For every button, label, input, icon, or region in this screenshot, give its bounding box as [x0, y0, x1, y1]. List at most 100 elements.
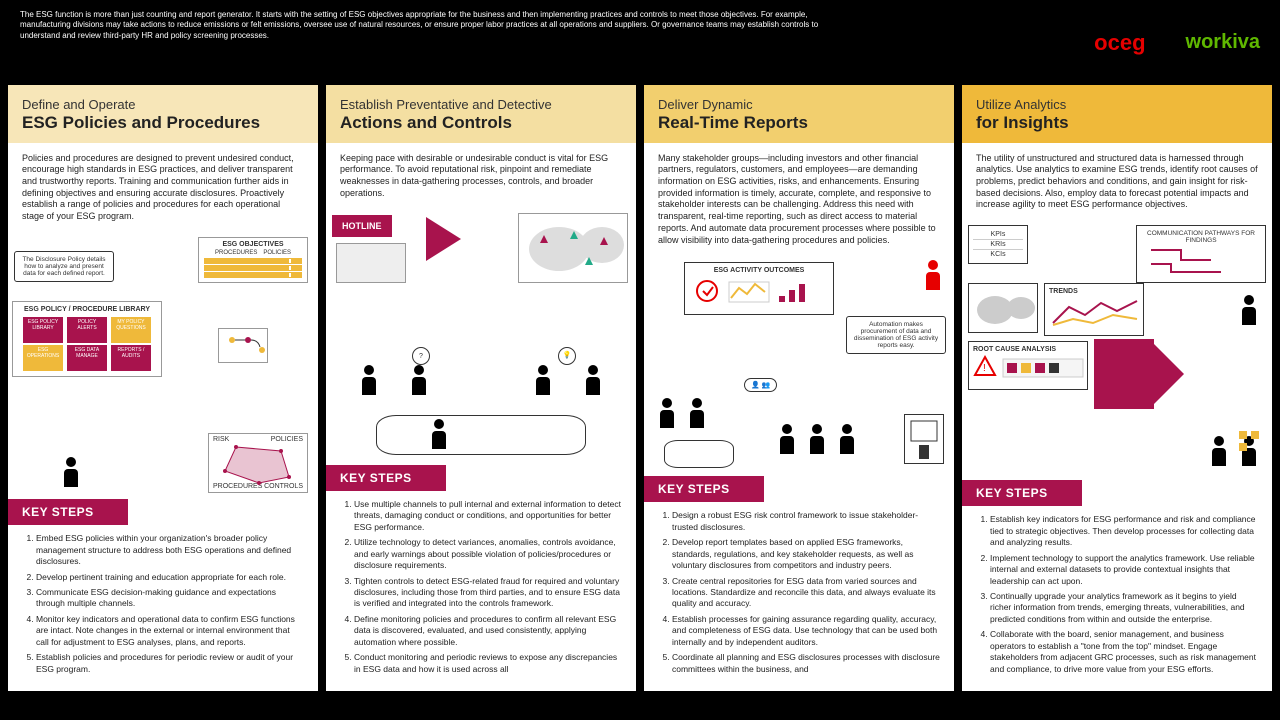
- tile: ESG DATA MANAGE: [67, 345, 107, 371]
- esg-objectives-box: ESG OBJECTIVES PROCEDURES POLICIES: [198, 237, 308, 283]
- col-title: Real-Time Reports: [658, 114, 940, 133]
- table-icon: [664, 440, 734, 468]
- logo-oceg: oceg: [1094, 30, 1145, 56]
- illustration-actions: HOTLINE ? 💡: [326, 209, 636, 464]
- big-arrow-icon: [1094, 339, 1154, 409]
- key-steps-label: KEY STEPS: [326, 465, 446, 491]
- person-icon: [1236, 295, 1262, 335]
- step: Define monitoring policies and procedure…: [354, 614, 622, 648]
- step: Conduct monitoring and periodic reviews …: [354, 652, 622, 675]
- outcomes-panel: ESG ACTIVITY OUTCOMES: [684, 262, 834, 315]
- col-reports: Deliver Dynamic Real-Time Reports Many s…: [644, 85, 954, 691]
- rootcause-panel: ROOT CAUSE ANALYSIS !: [968, 341, 1088, 390]
- steps-list: Establish key indicators for ESG perform…: [962, 506, 1272, 691]
- key-steps-label: KEY STEPS: [962, 480, 1082, 506]
- step: Embed ESG policies within your organizat…: [36, 533, 304, 567]
- col-body: The utility of unstructured and structur…: [962, 143, 1272, 221]
- arrow-icon: [426, 217, 461, 261]
- step: Utilize technology to detect variances, …: [354, 537, 622, 571]
- tile: ESG OPERATIONS: [23, 345, 63, 371]
- tile: REPORTS / AUDITS: [111, 345, 151, 371]
- tile: POLICY ALERTS: [67, 317, 107, 343]
- quad-box: RISK POLICIES PROCEDURES CONTROLS: [208, 433, 308, 493]
- step: Tighten controls to detect ESG-related f…: [354, 576, 622, 610]
- illustration-reports: ESG ACTIVITY OUTCOMES Automation makes p…: [644, 256, 954, 476]
- desk-panel: [336, 243, 406, 283]
- tile: ESG POLICY LIBRARY: [23, 317, 63, 343]
- step: Continually upgrade your analytics frame…: [990, 591, 1258, 625]
- comm-panel: COMMUNICATION PATHWAYS FOR FINDINGS: [1136, 225, 1266, 283]
- trends-panel: TRENDS: [1044, 283, 1144, 336]
- idea-bubble: 💡: [558, 347, 576, 365]
- trends-label: TRENDS: [1049, 288, 1139, 295]
- person-icon: [920, 260, 946, 300]
- procedures-label: PROCEDURES: [215, 250, 257, 256]
- step: Create central repositories for ESG data…: [672, 576, 940, 610]
- steps-list: Design a robust ESG risk control framewo…: [644, 502, 954, 691]
- kri-label: KRIs: [973, 240, 1023, 250]
- automation-callout: Automation makes procurement of data and…: [846, 316, 946, 354]
- step: Establish processes for gaining assuranc…: [672, 614, 940, 648]
- step: Develop pertinent training and education…: [36, 572, 304, 583]
- step: Establish policies and procedures for pe…: [36, 652, 304, 675]
- step: Communicate ESG decision-making guidance…: [36, 587, 304, 610]
- svg-text:!: !: [983, 363, 986, 374]
- outcomes-label: ESG ACTIVITY OUTCOMES: [689, 267, 829, 274]
- step: Use multiple channels to pull internal a…: [354, 499, 622, 533]
- illustration-analytics: KPIs KRIs KCIs COMMUNICATION PATHWAYS FO…: [962, 221, 1272, 480]
- key-steps-label: KEY STEPS: [644, 476, 764, 502]
- logos: oceg workiva: [1094, 10, 1260, 75]
- top-bar: The ESG function is more than just count…: [0, 0, 1280, 85]
- flow-box: [218, 328, 268, 363]
- kpi-label: KPIs: [973, 230, 1023, 240]
- person-icon: [1206, 436, 1232, 476]
- speech-icons: 👤 👥: [744, 378, 777, 392]
- steps-list: Embed ESG policies within your organizat…: [8, 525, 318, 691]
- step: Develop report templates based on applie…: [672, 537, 940, 571]
- comm-label: COMMUNICATION PATHWAYS FOR FINDINGS: [1141, 230, 1261, 244]
- root-label: ROOT CAUSE ANALYSIS: [973, 346, 1083, 353]
- step: Establish key indicators for ESG perform…: [990, 514, 1258, 548]
- step: Collaborate with the board, senior manag…: [990, 629, 1258, 675]
- steps-list: Use multiple channels to pull internal a…: [326, 491, 636, 692]
- columns: Define and Operate ESG Policies and Proc…: [0, 85, 1280, 691]
- world-panel: [968, 283, 1038, 333]
- step: Monitor key indicators and operational d…: [36, 614, 304, 648]
- map-panel: [518, 213, 628, 283]
- intro-text: The ESG function is more than just count…: [20, 10, 820, 75]
- question-bubble: ?: [412, 347, 430, 365]
- step: Design a robust ESG risk control framewo…: [672, 510, 940, 533]
- col-policies: Define and Operate ESG Policies and Proc…: [8, 85, 318, 691]
- col-header: Utilize Analytics for Insights: [962, 85, 1272, 143]
- col-analytics: Utilize Analytics for Insights The utili…: [962, 85, 1272, 691]
- screen-icon: [904, 414, 944, 464]
- library-label: ESG POLICY / PROCEDURE LIBRARY: [17, 306, 157, 313]
- policies-label: POLICIES: [263, 250, 291, 256]
- col-sub: Deliver Dynamic: [658, 97, 940, 112]
- col-body: Keeping pace with desirable or undesirab…: [326, 143, 636, 210]
- tile: MY POLICY QUESTIONS: [111, 317, 151, 343]
- illustration-policies: ESG OBJECTIVES PROCEDURES POLICIES The D…: [8, 233, 318, 499]
- col-header: Establish Preventative and Detective Act…: [326, 85, 636, 143]
- table-icon: [376, 415, 586, 455]
- col-sub: Establish Preventative and Detective: [340, 97, 622, 112]
- col-header: Deliver Dynamic Real-Time Reports: [644, 85, 954, 143]
- col-title: Actions and Controls: [340, 114, 622, 133]
- col-body: Policies and procedures are designed to …: [8, 143, 318, 233]
- col-title: for Insights: [976, 114, 1258, 133]
- step: Implement technology to support the anal…: [990, 553, 1258, 587]
- person-icon: [58, 457, 84, 497]
- kpi-panel: KPIs KRIs KCIs: [968, 225, 1028, 264]
- key-steps-label: KEY STEPS: [8, 499, 128, 525]
- col-sub: Utilize Analytics: [976, 97, 1258, 112]
- hotline-label: HOTLINE: [332, 215, 392, 237]
- col-actions: Establish Preventative and Detective Act…: [326, 85, 636, 691]
- col-header: Define and Operate ESG Policies and Proc…: [8, 85, 318, 143]
- step: Coordinate all planning and ESG disclosu…: [672, 652, 940, 675]
- meeting-group: ? 💡: [356, 365, 606, 455]
- library-box: ESG POLICY / PROCEDURE LIBRARY ESG POLIC…: [12, 301, 162, 377]
- objectives-label: ESG OBJECTIVES: [204, 241, 302, 248]
- group-scene: 👤 👥: [654, 378, 944, 468]
- col-body: Many stakeholder groups—including invest…: [644, 143, 954, 257]
- col-sub: Define and Operate: [22, 97, 304, 112]
